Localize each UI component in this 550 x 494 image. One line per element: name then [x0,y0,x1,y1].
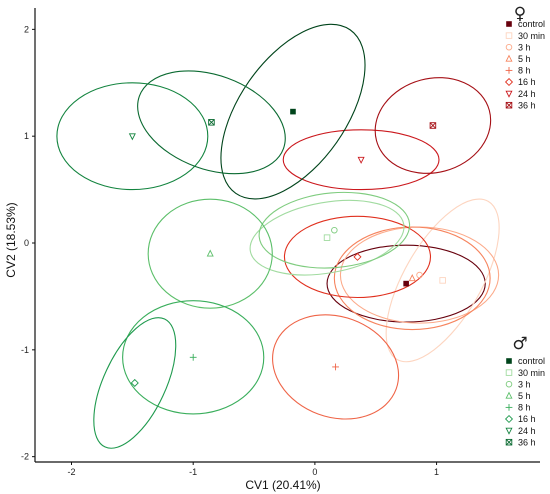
legend-marker-3-h [505,380,513,388]
legend-item-3-h: 3 h [505,379,531,389]
female-30-min-centroid [439,277,446,284]
legend-item-8-h: 8 h [505,66,531,76]
male-control-ellipse [220,23,366,200]
legend-label: 3 h [518,379,531,389]
legend-marker-24-h [505,427,513,435]
legend-label: 24 h [518,89,536,99]
female-8-h-ellipse [272,314,400,420]
x-axis-title: CV1 (20.41%) [245,478,320,492]
male-16-h-ellipse [93,317,177,449]
y-tick-label: 1 [24,131,29,141]
legend-item-3-h: 3 h [505,42,531,52]
legend-item-5-h: 5 h [505,391,531,401]
legend-label: 30 min [518,31,545,41]
legend-marker-3-h [505,43,513,51]
legend-marker-30-min [505,32,513,39]
tick-labels: -2 -1 0 1 -2 -1 0 1 2 [21,24,439,477]
male-36-h-centroid [208,119,215,126]
legend-marker-control [506,358,512,364]
female-36-h-centroid [429,122,437,129]
male-3-h-ellipse [258,191,411,269]
legend-label: 16 h [518,77,536,87]
female-16-h-ellipse [283,215,432,299]
legend-item-control: control [506,356,545,366]
female-3-h-centroid [416,271,423,279]
legend-marker-8-h [505,404,513,411]
legend-item-8-h: 8 h [505,403,531,413]
legend-label: control [518,356,545,366]
legend-label: 24 h [518,426,536,436]
group-centroids [128,108,446,387]
legend-marker-5-h [505,54,513,62]
legend-label: 8 h [518,66,531,76]
male-24-h-centroid [128,133,136,141]
legend-marker-36-h [505,438,513,446]
legend-marker-8-h [505,67,513,74]
legend-marker-24-h [505,90,513,98]
legend-item-24-h: 24 h [505,426,536,436]
legend-label: 5 h [518,54,531,64]
y-tick-label: -2 [21,452,29,462]
male-control-centroid [290,108,296,115]
x-tick-label: 1 [434,467,439,477]
legend-item-30-min: 30 min [505,368,545,378]
female-24-h-ellipse [282,129,440,191]
male-5-h-ellipse [147,198,273,309]
x-tick-label: -1 [189,467,197,477]
male-3-h-centroid [331,226,338,234]
legend-label: 36 h [518,437,536,447]
legend-label: 30 min [518,368,545,378]
legend-marker-16-h [504,77,514,87]
y-tick-label: 2 [24,24,29,34]
female-24-h-centroid [357,156,365,164]
x-tick-label: -2 [67,467,75,477]
legend-label: 8 h [518,403,531,413]
legend-item-5-h: 5 h [505,54,531,64]
legend-label: 3 h [518,42,531,52]
legend-item-16-h: 16 h [504,414,536,424]
female-36-h-ellipse [374,77,492,174]
female-16-h-centroid [353,252,362,261]
x-tick-label: 0 [312,467,317,477]
female-5-h-centroid [408,274,416,282]
y-axis-title: CV2 (18.53%) [4,202,18,277]
male-8-h-centroid [189,353,197,361]
legend-label: 5 h [518,391,531,401]
male-30-min-ellipse [249,199,405,276]
male-5-h-centroid [206,249,214,257]
legend-label: 36 h [518,100,536,110]
legend-marker-control [506,21,512,27]
legend-marker-5-h [505,391,513,399]
legend-item-control: control [506,19,545,29]
legend-marker-30-min [505,369,513,376]
male-30-min-centroid [323,234,331,241]
female-30-min-ellipse [385,198,500,363]
axes [34,8,540,463]
legend-label: 16 h [518,414,536,424]
confidence-ellipses [56,23,500,449]
legend-marker-16-h [504,414,514,424]
male-24-h-ellipse [56,82,209,191]
male-symbol-icon: ♂ [512,334,527,354]
female-symbol-icon: ♀ [514,4,526,24]
y-tick-label: -1 [21,345,29,355]
legend-item-36-h: 36 h [505,437,536,447]
female-8-h-centroid [332,363,339,371]
male-16-h-centroid [130,378,139,387]
legend-item-16-h: 16 h [504,77,536,87]
y-tick-label: 0 [24,238,29,248]
legend-marker-36-h [505,101,513,109]
legend-item-24-h: 24 h [505,89,536,99]
female-control-centroid [403,280,409,287]
female-5-h-ellipse [333,226,491,331]
male-36-h-ellipse [137,70,286,175]
legend-item-36-h: 36 h [505,100,536,110]
male-8-h-ellipse [122,300,265,415]
legend-item-30-min: 30 min [505,31,545,41]
legend-label: control [518,19,545,29]
